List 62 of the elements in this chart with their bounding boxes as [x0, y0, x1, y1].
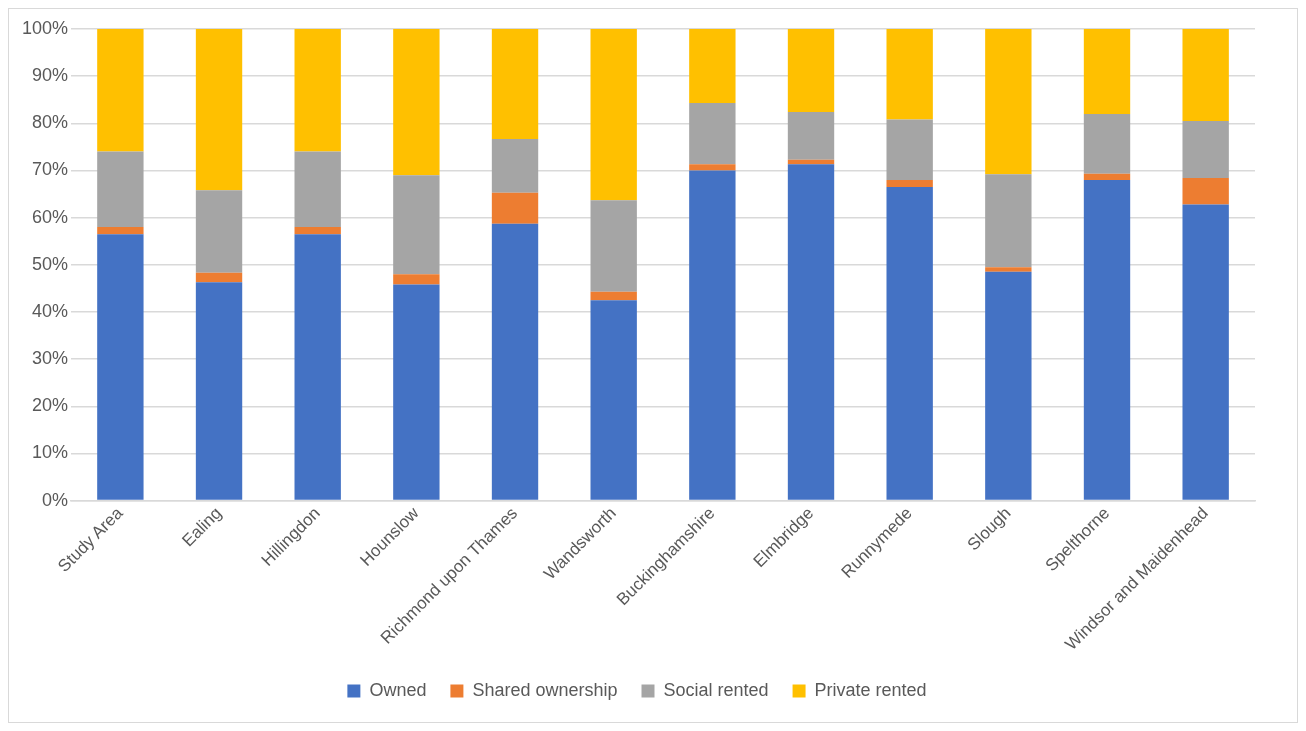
bar: [985, 267, 1032, 272]
bar: [294, 151, 341, 228]
bar: [491, 223, 539, 500]
bar: [393, 175, 440, 275]
bar: [1182, 120, 1229, 179]
y-tick-label: 40%: [32, 300, 69, 321]
y-tick-label: 30%: [32, 348, 69, 369]
bar: [393, 284, 440, 500]
y-tick-label: 10%: [32, 442, 69, 463]
bar: [1182, 178, 1229, 205]
y-tick-label: 20%: [32, 395, 69, 416]
bar: [787, 29, 835, 112]
y-tick-label: 70%: [32, 159, 69, 180]
bar: [97, 29, 144, 152]
legend-label: Social rented: [663, 679, 769, 700]
bar: [787, 112, 835, 160]
bar: [97, 151, 144, 228]
bar: [393, 29, 440, 176]
bar: [985, 271, 1032, 500]
bar: [787, 164, 835, 500]
bar: [1083, 113, 1131, 174]
y-tick-label: 100%: [21, 17, 69, 38]
bar: [590, 291, 637, 301]
bar: [491, 29, 539, 139]
bar: [886, 29, 933, 120]
bar: [294, 227, 341, 235]
bar: [1083, 173, 1131, 180]
bar: [1083, 29, 1131, 114]
bar: [491, 192, 539, 224]
bar: [97, 234, 144, 500]
bar: [195, 190, 243, 273]
bar: [689, 103, 736, 165]
y-tick-label: 90%: [32, 65, 69, 86]
bar: [294, 234, 341, 500]
y-tick-label: 60%: [32, 206, 69, 227]
bar: [886, 119, 933, 180]
bar: [985, 29, 1032, 175]
bar: [1182, 29, 1229, 121]
legend-label: Shared ownership: [472, 679, 618, 700]
bar: [491, 138, 539, 193]
bar: [689, 164, 736, 171]
bar: [590, 300, 637, 500]
bar: [1083, 179, 1131, 500]
bar: [689, 170, 736, 500]
legend-label: Owned: [369, 679, 427, 700]
bar: [393, 274, 440, 285]
y-tick-label: 50%: [32, 253, 69, 274]
y-tick-label: 0%: [42, 489, 69, 510]
bar: [886, 179, 933, 187]
bar: [590, 29, 637, 201]
bar: [195, 282, 243, 500]
bar: [294, 29, 341, 152]
bar: [689, 29, 736, 104]
bar: [886, 186, 933, 500]
bar: [985, 174, 1032, 268]
bar: [195, 29, 243, 191]
bar: [97, 227, 144, 235]
bar: [590, 200, 637, 292]
legend-label: Private rented: [814, 679, 927, 700]
bar: [195, 272, 243, 283]
y-tick-label: 80%: [32, 112, 69, 133]
bar: [1182, 204, 1229, 500]
